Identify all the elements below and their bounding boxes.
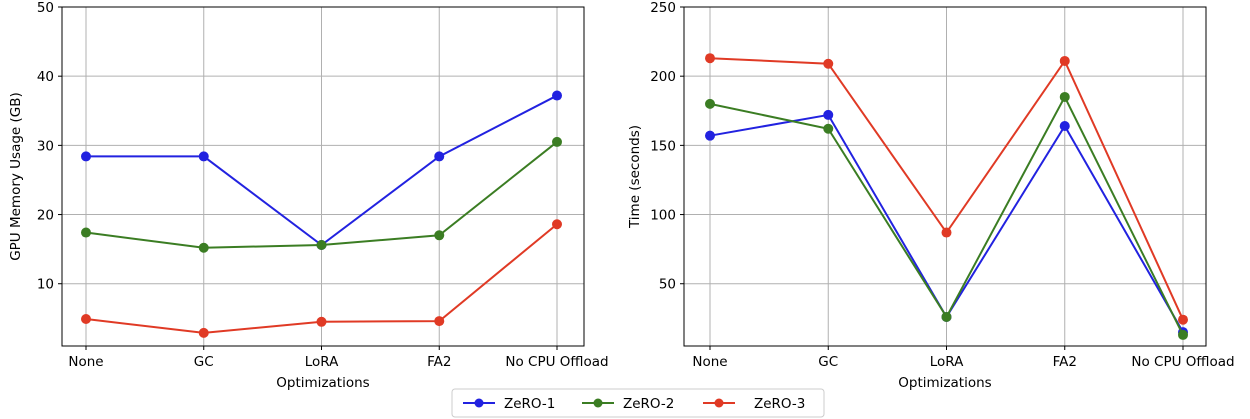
x-tick-label: LoRA [305,354,339,370]
plot-frame [683,6,1207,347]
time-chart: None GC LoRA FA2 No CPU Offload 50 100 150 200 25… [627,0,1235,391]
y-tick-label: 30 [37,138,54,154]
x-axis-title: Optimizations [898,375,991,391]
legend: ZeRO-1 ZeRO-2 ZeRO-3 [451,388,825,418]
data-point [198,327,209,338]
data-point [941,227,952,238]
data-point [198,151,209,162]
data-point [81,314,91,325]
series-zero-2 [705,91,1188,340]
data-point [552,136,562,147]
y-tick-label: 250 [650,0,676,16]
plot-frame [61,6,585,347]
series-zero-3 [705,53,1188,325]
legend-frame [451,388,825,418]
legend-entry-zero-1: ZeRO-1 [463,396,555,412]
legend-entry-zero-3: ZeRO-3 [703,396,805,412]
x-tick-label: GC [194,354,214,370]
legend-swatch-marker-zero-3 [714,398,724,408]
data-point [823,123,834,134]
data-point [434,230,445,241]
data-point [823,58,834,69]
y-tick-label: 200 [650,69,676,85]
x-tick-label: None [692,354,727,370]
data-point [1178,329,1188,340]
legend-swatch-marker-zero-2 [593,398,603,408]
x-tick-label: None [68,354,103,370]
y-tick-label: 150 [650,138,676,154]
y-tick-label: 50 [37,0,54,16]
series-zero-2 [81,136,562,253]
x-tick-label: FA2 [1053,354,1077,370]
legend-entry-zero-2: ZeRO-2 [582,396,674,412]
legend-swatch-marker-zero-1 [474,398,484,408]
x-tick-label: FA2 [427,354,451,370]
y-tick-label: 50 [659,277,676,293]
y-tick-label: 40 [37,69,54,85]
data-point [1059,120,1070,131]
data-point [434,316,445,327]
y-axis-title: GPU Memory Usage (GB) [8,92,24,261]
legend-label-zero-2: ZeRO-2 [623,396,674,412]
x-tick-label: No CPU Offload [505,354,608,370]
x-tick-label: GC [818,354,838,370]
data-point [552,219,562,230]
data-point [941,311,952,322]
data-point [552,90,562,101]
x-axis-title: Optimizations [276,375,369,391]
data-point [1178,314,1188,325]
data-point [316,316,327,327]
data-point [1059,55,1070,66]
x-tick-label: No CPU Offload [1131,354,1234,370]
data-point [316,239,327,250]
data-point [198,242,209,253]
series-zero-3 [81,219,562,338]
data-point [81,151,91,162]
y-tick-label: 100 [650,208,676,224]
legend-label-zero-1: ZeRO-1 [504,396,555,412]
data-point [705,53,715,64]
x-tick-label: LoRA [930,354,964,370]
data-point [823,109,834,120]
data-point [705,98,715,109]
y-tick-label: 10 [37,277,54,293]
data-point [434,151,445,162]
y-axis-title: Time (seconds) [627,125,643,229]
data-point [705,130,715,141]
legend-label-zero-3: ZeRO-3 [754,396,805,412]
data-point [1059,91,1070,102]
data-point [81,227,91,238]
y-tick-label: 20 [37,208,54,224]
memory-chart: None GC LoRA FA2 No CPU Offload 10 20 30 40 50 Opt… [8,0,609,391]
